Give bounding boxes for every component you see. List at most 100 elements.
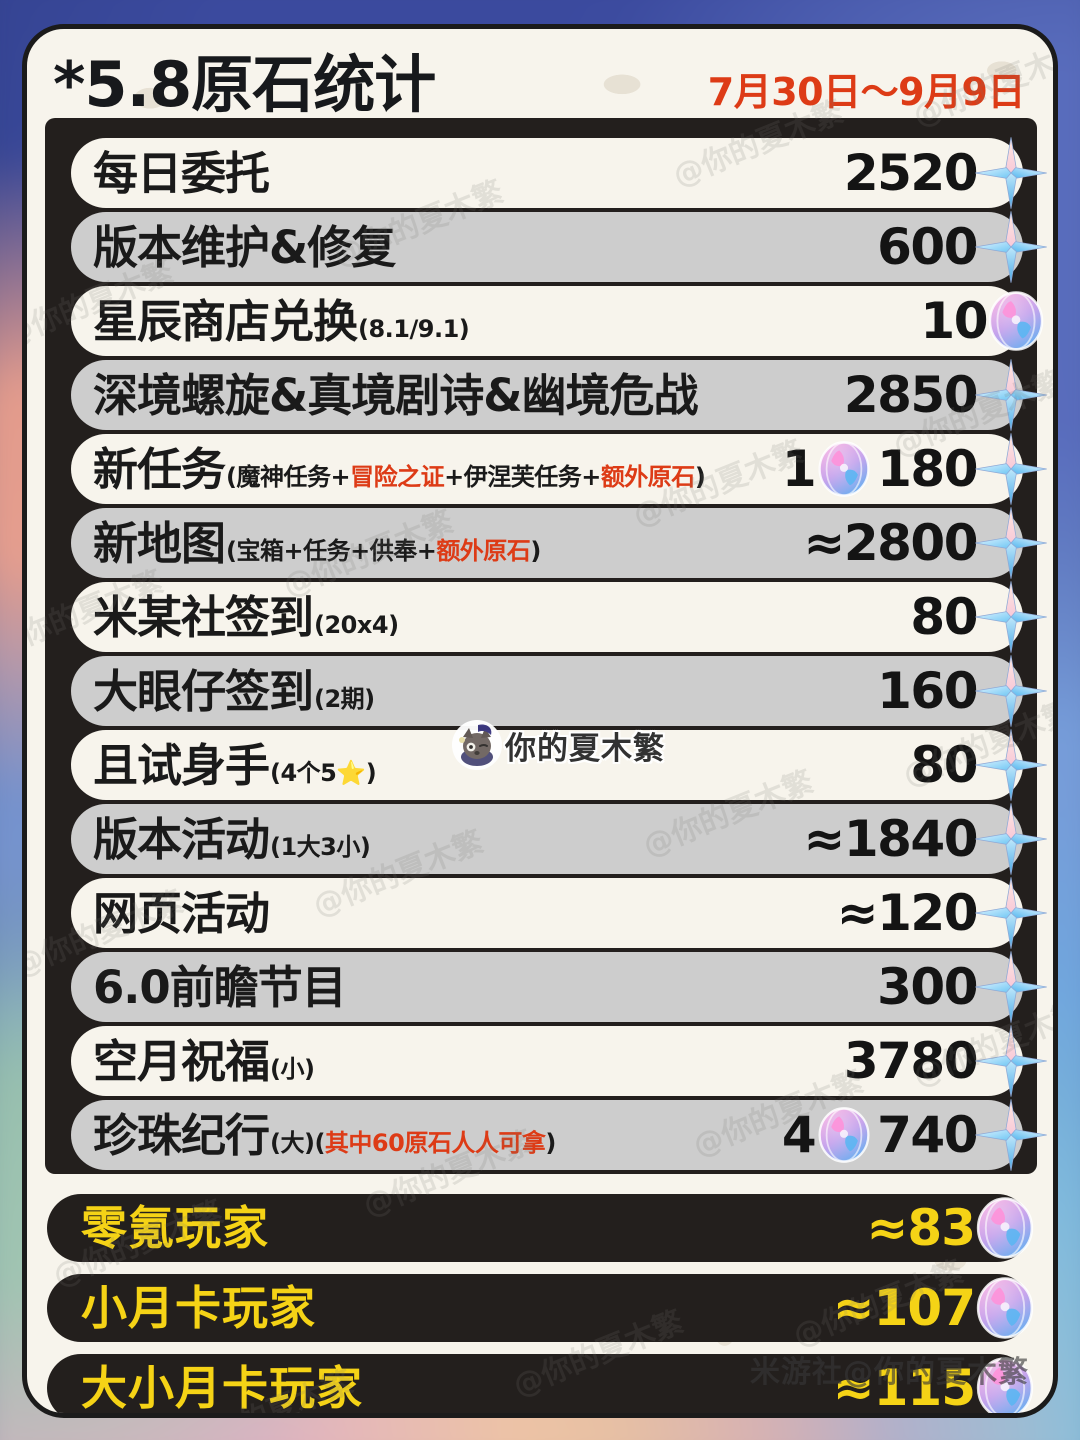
summary-label: 大小月卡玩家 xyxy=(81,1361,363,1415)
row-value: 80 xyxy=(910,736,978,794)
row-sublabel: (1大3小) xyxy=(270,832,371,861)
summary-value: ≈115 xyxy=(832,1359,976,1417)
row-value-group: 600 xyxy=(877,209,1049,285)
row-label: 且试身手 xyxy=(93,738,270,792)
table-row: 版本维护&修复 600 xyxy=(71,211,1047,283)
row-label-group: 星辰商店兑换 (8.1/9.1) xyxy=(93,299,920,344)
author-signature: 米游社@你的夏木繁 xyxy=(750,1355,1029,1390)
row-label: 空月祝福 xyxy=(93,1034,270,1088)
row-label: 星辰商店兑换 xyxy=(93,294,358,348)
row-label: 珍珠纪行 xyxy=(93,1108,270,1162)
primogem-icon xyxy=(975,877,1047,949)
row-label: 版本活动 xyxy=(93,812,270,866)
row-value: ≈2800 xyxy=(803,514,978,572)
intertwined-fate-icon xyxy=(976,1357,1034,1413)
row-label: 版本维护&修复 xyxy=(93,220,396,274)
row-label-group: 且试身手 (4个5⭐) xyxy=(93,743,910,788)
row-label-group: 新地图 (宝箱+任务+供奉+额外原石) xyxy=(93,521,803,566)
intertwined-fate-icon xyxy=(988,291,1044,351)
row-value-group: 300 xyxy=(877,949,1049,1025)
table-row: 且试身手 (4个5⭐) 80 xyxy=(71,729,1047,801)
table-row: 米某社签到 (20x4) 80 xyxy=(71,581,1047,653)
row-value: 2520 xyxy=(843,144,979,202)
row-label-group: 新任务 (魔神任务+冒险之证+伊涅芙任务+额外原石) xyxy=(93,447,782,492)
row-sublabel: (2期) xyxy=(314,684,375,713)
row-value: 600 xyxy=(877,218,978,276)
row-sublabel: (魔神任务+冒险之证+伊涅芙任务+额外原石) xyxy=(226,462,706,491)
row-lead-count: 1 xyxy=(781,440,817,498)
row-label-group: 深境螺旋&真境剧诗&幽境危战 xyxy=(93,373,844,418)
table-row: 大眼仔签到 (2期) 160 xyxy=(71,655,1047,727)
primogem-icon xyxy=(975,137,1047,209)
intertwined-fate-icon xyxy=(976,1277,1034,1339)
row-value: 2850 xyxy=(843,366,979,424)
row-value-group: 80 xyxy=(910,727,1049,803)
row-value: ≈120 xyxy=(836,884,979,942)
row-value-group: 80 xyxy=(910,579,1049,655)
row-label-group: 版本活动 (1大3小) xyxy=(93,817,803,862)
row-value-group: ≈120 xyxy=(837,875,1049,951)
table-row: 空月祝福 (小) 3780 xyxy=(71,1025,1047,1097)
summary-label: 小月卡玩家 xyxy=(81,1281,316,1335)
row-value: 300 xyxy=(877,958,978,1016)
summary-value-group: ≈83 xyxy=(867,1196,1039,1260)
table-row: 每日委托 2520 xyxy=(71,137,1047,209)
row-label-group: 珍珠纪行 (大)(其中60原石人人可拿) xyxy=(93,1113,782,1158)
card-header: *5.8原石统计 7月30日～9月9日 xyxy=(27,29,1053,141)
summary-value: ≈107 xyxy=(832,1279,976,1337)
summary-value-group: ≈107 xyxy=(833,1276,1039,1340)
summary-value-group: ≈115 xyxy=(832,1356,1039,1417)
row-value: 80 xyxy=(910,588,978,646)
row-value-group: 1 180 xyxy=(782,431,1049,507)
summary-label: 零氪玩家 xyxy=(81,1201,269,1255)
primogem-icon xyxy=(975,729,1047,801)
row-label: 新任务 xyxy=(93,442,226,496)
primogem-icon xyxy=(975,1025,1047,1097)
row-value-group: 2520 xyxy=(844,135,1049,211)
intertwined-fate-icon xyxy=(976,1197,1034,1259)
row-value: 3780 xyxy=(843,1032,979,1090)
primogem-icon xyxy=(975,433,1047,505)
row-sublabel: (4个5⭐) xyxy=(270,758,377,787)
row-label-group: 6.0前瞻节目 xyxy=(93,965,877,1010)
row-label: 大眼仔签到 xyxy=(93,664,314,718)
table-row: 新任务 (魔神任务+冒险之证+伊涅芙任务+额外原石) 1 180 xyxy=(71,433,1047,505)
row-lead-count: 4 xyxy=(781,1106,817,1164)
primogem-icon xyxy=(975,507,1047,579)
primogem-icon xyxy=(975,655,1047,727)
row-value: 740 xyxy=(877,1106,978,1164)
row-label-group: 每日委托 xyxy=(93,151,844,196)
row-value-group: ≈1840 xyxy=(803,801,1049,877)
row-value-group: 3780 xyxy=(844,1023,1049,1099)
row-label-group: 版本维护&修复 xyxy=(93,225,877,270)
row-label: 深境螺旋&真境剧诗&幽境危战 xyxy=(93,368,698,422)
intertwined-fate-icon xyxy=(818,1107,870,1163)
row-sublabel: (宝箱+任务+供奉+额外原石) xyxy=(226,536,541,565)
primogem-icon xyxy=(975,359,1047,431)
table-row: 版本活动 (1大3小) ≈1840 xyxy=(71,803,1047,875)
summary-value: ≈83 xyxy=(866,1199,976,1257)
stats-card: *5.8原石统计 7月30日～9月9日 每日委托 2520 xyxy=(22,24,1058,1418)
row-value-group: 160 xyxy=(877,653,1049,729)
primogem-icon xyxy=(975,211,1047,283)
primogem-icon xyxy=(975,1099,1047,1171)
primogem-icon xyxy=(975,803,1047,875)
row-sublabel: (8.1/9.1) xyxy=(358,314,470,343)
table-row: 珍珠纪行 (大)(其中60原石人人可拿) 4 740 xyxy=(71,1099,1047,1171)
row-sublabel: (大)(其中60原石人人可拿) xyxy=(270,1128,556,1157)
row-sublabel: (20x4) xyxy=(314,610,399,639)
primogem-icon xyxy=(975,951,1047,1023)
row-sublabel: (小) xyxy=(270,1054,315,1083)
row-value: 10 xyxy=(920,292,988,350)
row-label: 新地图 xyxy=(93,516,226,570)
row-value-group: ≈2800 xyxy=(803,505,1049,581)
summary-row: 零氪玩家 ≈83 xyxy=(47,1194,1034,1262)
row-label: 网页活动 xyxy=(93,886,270,940)
page-title: *5.8原石统计 xyxy=(53,48,436,121)
row-label-group: 空月祝福 (小) xyxy=(93,1039,844,1084)
row-value-group: 4 740 xyxy=(782,1097,1049,1173)
table-row: 6.0前瞻节目 300 xyxy=(71,951,1047,1023)
table-row: 深境螺旋&真境剧诗&幽境危战 2850 xyxy=(71,359,1047,431)
row-value-group: 2850 xyxy=(844,357,1049,433)
summary-row: 小月卡玩家 ≈107 xyxy=(47,1274,1034,1342)
